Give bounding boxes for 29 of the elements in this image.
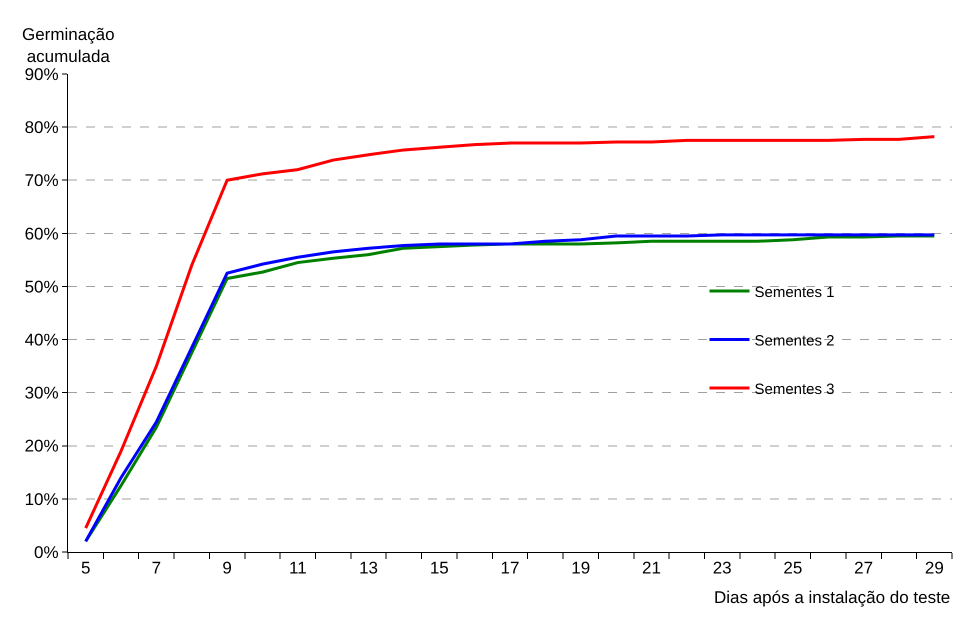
- y-tick-label: 50%: [24, 277, 59, 296]
- legend-label: Sementes 1: [754, 284, 835, 301]
- y-tick-label: 40%: [24, 330, 59, 350]
- y-tick-label: 30%: [24, 384, 59, 403]
- y-tick-label: 20%: [24, 436, 59, 456]
- x-tick-label: 23: [712, 558, 732, 578]
- x-tick-label: 5: [80, 558, 90, 578]
- legend-label: Sementes 3: [754, 380, 835, 398]
- x-axis-title: Dias após a instalação do teste: [714, 588, 950, 607]
- x-tick-label: 25: [783, 558, 802, 578]
- y-tick-label: 70%: [24, 171, 59, 190]
- x-tick-label: 9: [222, 558, 232, 578]
- x-tick-label: 27: [854, 558, 874, 578]
- x-tick-label: 29: [924, 558, 944, 578]
- y-tick-label: 0%: [34, 542, 59, 562]
- y-tick-label: 90%: [24, 64, 59, 84]
- y-tick-label: 80%: [24, 118, 59, 138]
- line-series: [84, 135, 936, 530]
- x-tick-label: 19: [571, 558, 590, 578]
- x-tick-label: 11: [289, 558, 307, 578]
- legend-label: Sementes 2: [754, 332, 835, 350]
- y-tick-label: 60%: [24, 224, 59, 244]
- x-tick-label: 21: [642, 558, 661, 578]
- x-tick-label: 17: [500, 558, 520, 578]
- x-tick-label: 7: [152, 558, 162, 578]
- x-tick-label: 15: [430, 558, 449, 578]
- x-tick-label: 13: [359, 558, 378, 578]
- y-tick-label: 10%: [24, 490, 59, 509]
- y-axis-title: Germinação acumulada: [22, 25, 115, 66]
